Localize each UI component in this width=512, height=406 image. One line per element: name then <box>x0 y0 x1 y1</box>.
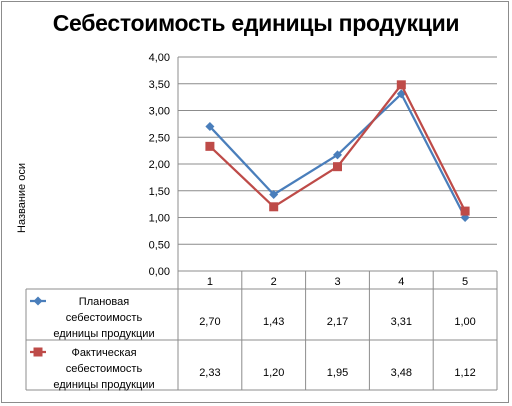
y-tick-label: 4,00 <box>149 52 170 64</box>
table-cell-value: 1,43 <box>263 316 284 328</box>
chart-title: Себестоимость единицы продукции <box>52 10 460 36</box>
data-point <box>269 202 279 212</box>
table-cell-value: 2,70 <box>199 316 220 328</box>
data-point <box>333 150 342 160</box>
table-cell-value: 1,20 <box>263 367 284 379</box>
data-point <box>333 162 342 172</box>
data-point <box>396 80 406 90</box>
table-cell-value: 3,31 <box>391 316 412 328</box>
legend-label: себестоимость <box>66 363 143 375</box>
x-tick-label: 2 <box>271 276 277 288</box>
legend-label: единицы продукции <box>53 328 154 340</box>
legend-label: единицы продукции <box>53 379 154 391</box>
y-tick-label: 1,00 <box>149 213 170 225</box>
y-tick-label: 1,50 <box>149 186 170 198</box>
data-point <box>205 141 215 151</box>
table-cell-value: 2,17 <box>327 316 348 328</box>
x-tick-label: 5 <box>462 276 468 288</box>
y-tick-label: 0,50 <box>149 239 170 251</box>
data-point <box>269 189 279 199</box>
table-cell-value: 1,12 <box>454 367 475 379</box>
x-tick-label: 4 <box>398 276 404 288</box>
y-tick-label: 3,00 <box>149 106 170 118</box>
table-cell-value: 3,48 <box>391 367 412 379</box>
table-cell-value: 1,00 <box>454 316 475 328</box>
y-tick-label: 2,50 <box>149 132 170 144</box>
legend-label: Плановая <box>79 296 129 308</box>
y-tick-label: 2,00 <box>149 159 170 171</box>
legend-label: себестоимость <box>66 312 143 324</box>
data-point <box>460 206 470 216</box>
y-tick-label: 3,50 <box>149 79 170 91</box>
legend-marker <box>33 296 43 306</box>
x-tick-label: 1 <box>207 276 213 288</box>
table-cell-value: 2,33 <box>199 367 220 379</box>
series-line <box>209 83 467 212</box>
y-tick-label: 0,00 <box>149 266 170 278</box>
data-point <box>205 122 215 132</box>
legend-label: Фактическая <box>71 347 136 359</box>
table-cell-value: 1,95 <box>327 367 348 379</box>
legend-marker <box>33 347 43 357</box>
x-tick-label: 3 <box>334 276 340 288</box>
